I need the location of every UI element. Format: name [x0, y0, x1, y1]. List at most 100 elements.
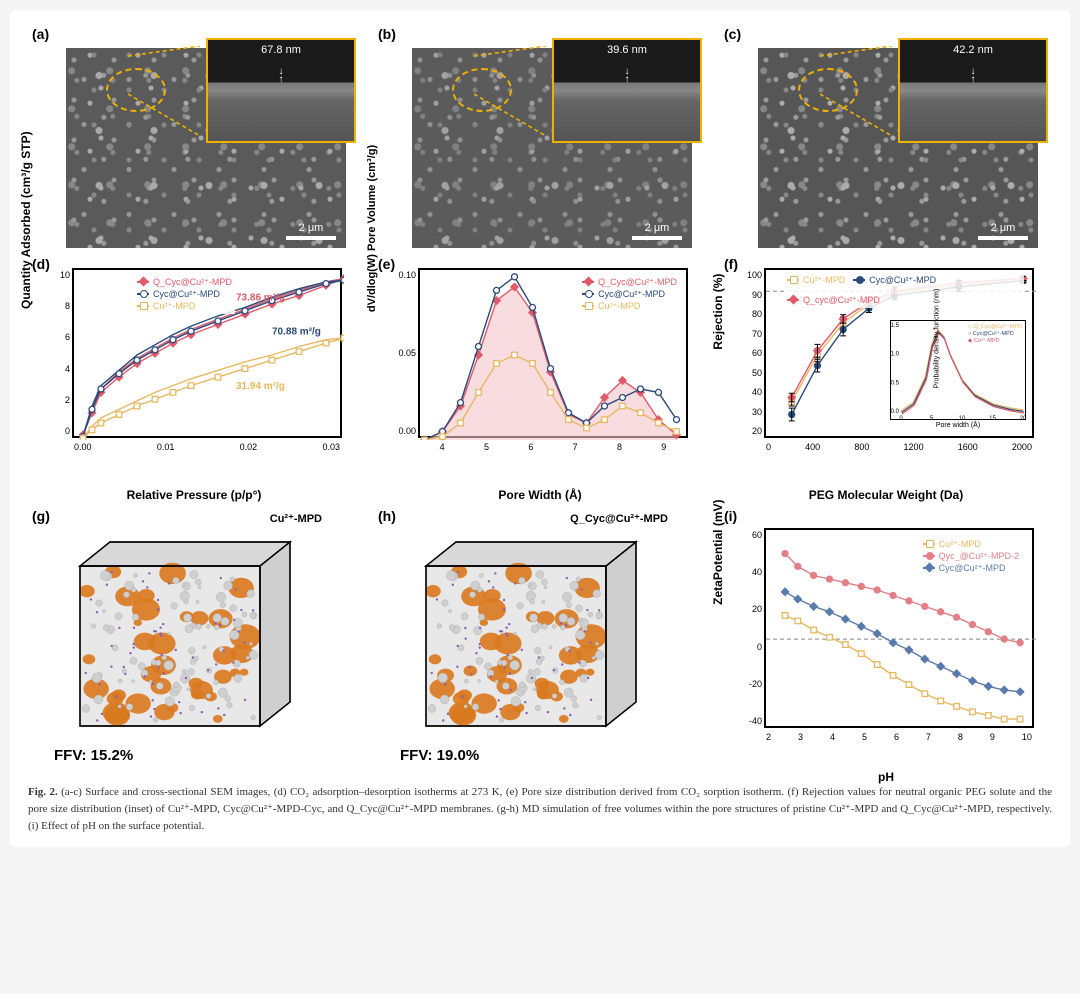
ffv-h: FFV: 19.0% [400, 747, 479, 764]
xlabel-e: Pore Width (Å) [498, 488, 581, 502]
legend-item-label: Q_Cyc@Cu²⁺-MPD [598, 276, 677, 288]
legend-item-label: Qyc_@Cu²⁺-MPD-2 [939, 550, 1019, 562]
legend-item-label: Q_Cyc@Cu²⁺-MPD [974, 324, 1022, 330]
panel-label-d: (d) [32, 256, 50, 272]
sem-scale-text: 2 μm [991, 222, 1016, 234]
plot-f: Cu²⁺-MPD Cyc@Cu²⁺-MPD Q_cyc@Cu²⁺-MPD 0 5 1… [764, 268, 1034, 438]
svg-text:73.86 m²/g: 73.86 m²/g [236, 293, 285, 304]
sem-roi-circle [452, 68, 512, 112]
md-name-g: Cu²⁺-MPD [270, 512, 322, 525]
legend-d: Q_Cyc@Cu²⁺-MPD Cyc@Cu²⁺-MPD Cu²⁺-MPD [134, 274, 235, 314]
sem-roi-circle [798, 68, 858, 112]
legend-item-label: Cyc@Cu²⁺-MPD [973, 331, 1014, 337]
sem-inset-a: 67.8 nm ↓↑ [206, 38, 356, 143]
caption-lead: Fig. 2. [28, 786, 58, 798]
inset-xlabel: Pore width (Å) [936, 422, 980, 429]
caption-body: (a-c) Surface and cross-sectional SEM im… [28, 786, 1052, 832]
panel-label-c: (c) [724, 26, 741, 42]
panel-e: (e) dV/dlog(W) Pore Volume (cm³/g) Q_Cyc… [374, 258, 706, 488]
sem-roi-circle [106, 68, 166, 112]
ylabel-f: Rejection (%) [711, 274, 725, 350]
panel-label-i: (i) [724, 508, 737, 524]
xticks-f: 0400800120016002000 [766, 442, 1032, 452]
md-name-h: Q_Cyc@Cu²⁺-MPD [570, 512, 668, 525]
svg-text:15: 15 [989, 416, 996, 421]
xticks-i: 2345678910 [766, 732, 1032, 742]
sem-scale-text: 2 μm [299, 222, 324, 234]
plot-i: Cu²⁺-MPD Qyc_@Cu²⁺-MPD-2 Cyc@Cu²⁺-MPD 60… [764, 528, 1034, 728]
panel-i: (i) ZetaPotential (mV) Cu²⁺-MPD Qyc_@Cu²… [720, 510, 1052, 770]
legend-item-label: Cyc@Cu²⁺-MPD [153, 288, 220, 300]
figure-2: (a) 2 μm 67.8 nm ↓↑ (b) [10, 10, 1070, 847]
row-sem: (a) 2 μm 67.8 nm ↓↑ (b) [28, 28, 1052, 248]
yticks-f: 1009080706050403020 [742, 270, 762, 436]
svg-text:10: 10 [959, 416, 966, 421]
panel-g: (g) Cu²⁺-MPD FFV: 15.2% [28, 510, 360, 770]
panel-a: (a) 2 μm 67.8 nm ↓↑ [28, 28, 360, 248]
xticks-e: 456789 [420, 442, 686, 452]
plot-e: Q_Cyc@Cu²⁺-MPD Cyc@Cu²⁺-MPD Cu²⁺-MPD 0.1… [418, 268, 688, 438]
legend-i: Cu²⁺-MPD Qyc_@Cu²⁺-MPD-2 Cyc@Cu²⁺-MPD [920, 536, 1022, 576]
sem-inset-c: 42.2 nm ↓↑ [898, 38, 1048, 143]
svg-text:0.0: 0.0 [891, 409, 900, 415]
panel-label-a: (a) [32, 26, 49, 42]
panel-label-b: (b) [378, 26, 396, 42]
sem-scalebar-c: 2 μm [978, 222, 1028, 240]
yticks-d: 1086420 [50, 270, 70, 436]
legend-item-label: Cu²⁺-MPD [939, 538, 981, 550]
panel-b: (b) 2 μm 39.6 nm ↓↑ [374, 28, 706, 248]
sem-thickness-b: 39.6 nm [607, 44, 647, 56]
svg-text:70.88 m²/g: 70.88 m²/g [272, 327, 321, 338]
svg-text:1.0: 1.0 [891, 352, 900, 358]
xlabel-d: Relative Pressure (p/p°) [127, 488, 262, 502]
sem-inset-b: 39.6 nm ↓↑ [552, 38, 702, 143]
xticks-d: 0.000.010.020.03 [74, 442, 340, 452]
ylabel-e: dV/dlog(W) Pore Volume (cm³/g) [366, 145, 378, 312]
legend-e: Q_Cyc@Cu²⁺-MPD Cyc@Cu²⁺-MPD Cu²⁺-MPD [579, 274, 680, 314]
xlabel-f: PEG Molecular Weight (Da) [809, 488, 963, 502]
xlabel-i: pH [878, 770, 894, 784]
panel-c: (c) 2 μm 42.2 nm ↓↑ [720, 28, 1052, 248]
svg-text:20: 20 [1020, 416, 1027, 421]
legend-item-label: Q_cyc@Cu²⁺-MPD [803, 294, 880, 306]
ylabel-d: Quantity Adsorbed (cm³/g STP) [19, 131, 33, 309]
panel-h: (h) Q_Cyc@Cu²⁺-MPD FFV: 19.0% [374, 510, 706, 770]
ffv-g: FFV: 15.2% [54, 747, 133, 764]
plot-d: 73.86 m²/g 70.88 m²/g 31.94 m²/g Q_Cyc@Cu²… [72, 268, 342, 438]
md-cube-h [396, 536, 656, 746]
panel-label-h: (h) [378, 508, 396, 524]
inset-chart-f: 051015200.00.51.01.5 Probability density… [890, 320, 1026, 420]
svg-text:0: 0 [899, 416, 903, 421]
legend-item-label: Cyc@Cu²⁺-MPD [939, 562, 1006, 574]
legend-item-label: Cu²⁺-MPD [803, 274, 845, 286]
panel-label-e: (e) [378, 256, 395, 272]
legend-item-label: Cu²⁺-MPD [153, 300, 195, 312]
legend-item-label: Cyc@Cu²⁺-MPD [869, 274, 936, 286]
legend-item-label: Cu²⁺-MPD [974, 338, 1000, 344]
legend-item-label: Q_Cyc@Cu²⁺-MPD [153, 276, 232, 288]
sem-thickness-a: 67.8 nm [261, 44, 301, 56]
svg-text:1.5: 1.5 [891, 323, 900, 329]
md-cube-g [50, 536, 310, 746]
panel-label-f: (f) [724, 256, 738, 272]
svg-text:31.94 m²/g: 31.94 m²/g [236, 381, 285, 392]
sem-scalebar-b: 2 μm [632, 222, 682, 240]
sem-thickness-c: 42.2 nm [953, 44, 993, 56]
sem-scale-text: 2 μm [645, 222, 670, 234]
legend-item-label: Cu²⁺-MPD [598, 300, 640, 312]
figure-caption: Fig. 2. (a-c) Surface and cross-sectiona… [28, 784, 1052, 835]
panel-f: (f) Rejection (%) Cu²⁺-MPD Cyc@Cu²⁺-MPD … [720, 258, 1052, 488]
sem-scalebar-a: 2 μm [286, 222, 336, 240]
svg-text:0.5: 0.5 [891, 380, 900, 386]
legend-item-label: Cyc@Cu²⁺-MPD [598, 288, 665, 300]
svg-text:5: 5 [930, 416, 934, 421]
row-ghi: (g) Cu²⁺-MPD FFV: 15.2% (h) Q_Cyc@Cu²⁺-M… [28, 510, 1052, 770]
legend-f: Cu²⁺-MPD Cyc@Cu²⁺-MPD Q_cyc@Cu²⁺-MPD [784, 272, 1024, 308]
yticks-e: 0.100.050.00 [396, 270, 416, 436]
ylabel-i: ZetaPotential (mV) [711, 499, 725, 604]
row-charts-def: (d) Quantity Adsorbed (cm³/g STP) 73.86 … [28, 258, 1052, 488]
panel-label-g: (g) [32, 508, 50, 524]
panel-d: (d) Quantity Adsorbed (cm³/g STP) 73.86 … [28, 258, 360, 488]
yticks-i: 6040200-20-40 [742, 530, 762, 726]
inset-ylabel: Probability density function (nm) [933, 289, 940, 389]
